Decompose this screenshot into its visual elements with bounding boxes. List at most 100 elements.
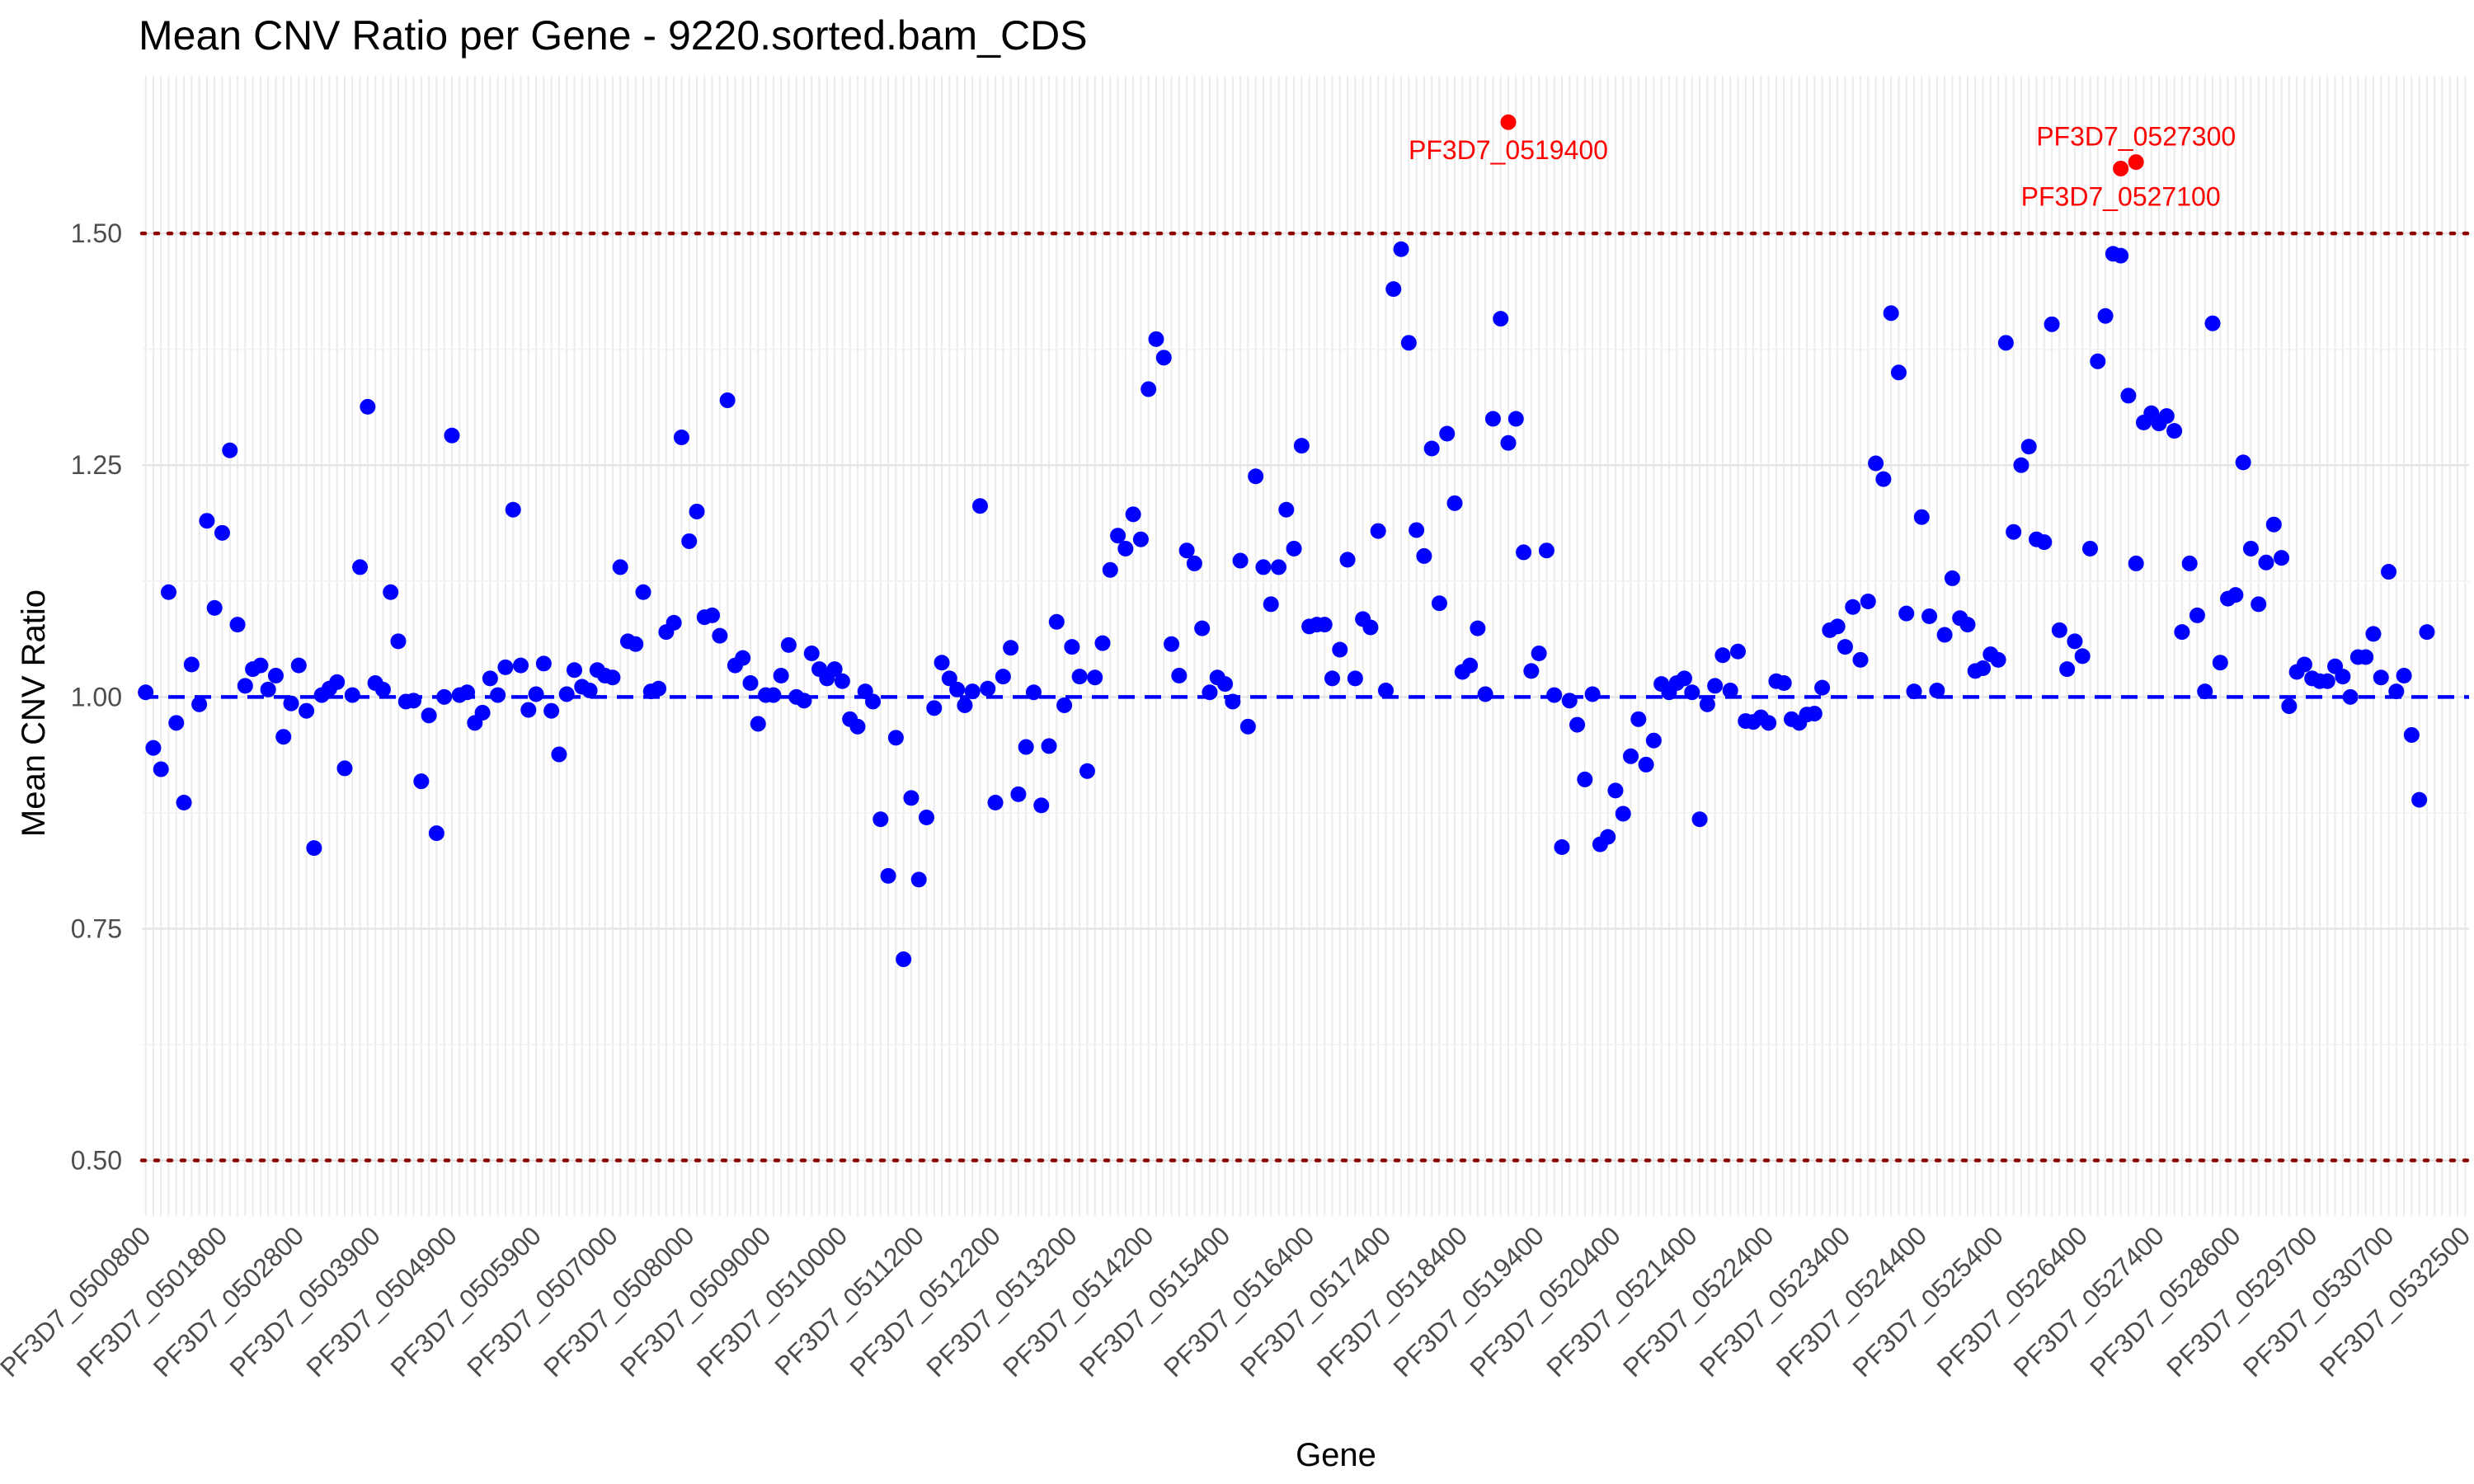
data-point [957, 697, 973, 713]
data-point [1500, 434, 1517, 451]
data-point [1278, 501, 1295, 518]
data-point [1507, 411, 1524, 427]
data-point [2419, 624, 2435, 641]
data-point [1048, 613, 1065, 630]
data-point [995, 669, 1011, 685]
data-point [803, 645, 820, 661]
data-point [444, 427, 460, 444]
data-point [2281, 698, 2298, 715]
data-point [1615, 805, 1631, 822]
data-point [2189, 607, 2205, 623]
data-point [581, 682, 598, 698]
data-point [275, 729, 292, 745]
data-point [2036, 534, 2053, 551]
data-point [1125, 506, 1141, 523]
data-point [1186, 555, 1202, 571]
data-point [2388, 683, 2405, 700]
data-point [2342, 688, 2359, 705]
data-point [138, 684, 154, 701]
data-point [826, 661, 843, 678]
data-point [1623, 748, 1639, 764]
data-point [1385, 281, 1402, 298]
data-point [1117, 540, 1134, 556]
data-point [1102, 561, 1118, 578]
data-point [903, 790, 920, 806]
data-point [880, 867, 896, 884]
data-point [543, 702, 560, 719]
data-point [2120, 387, 2137, 404]
data-point [2013, 457, 2030, 473]
data-point [1776, 674, 1792, 691]
data-point [1018, 739, 1034, 755]
data-point [306, 840, 322, 857]
data-point [628, 636, 644, 652]
data-point [1538, 542, 1554, 559]
data-point [1477, 686, 1493, 702]
data-point [1990, 651, 2006, 668]
data-point [1339, 552, 1356, 568]
data-point [2335, 669, 2351, 685]
data-point [2411, 791, 2428, 808]
data-point [1607, 782, 1624, 799]
data-point [834, 673, 850, 689]
data-point [742, 674, 759, 691]
data-point [1377, 682, 1394, 698]
data-point [2174, 624, 2190, 641]
data-point [390, 633, 407, 650]
data-point [1446, 495, 1463, 511]
data-point [421, 707, 437, 724]
data-point [773, 667, 789, 683]
data-point [336, 760, 353, 777]
data-point [2113, 247, 2129, 264]
data-point [2373, 669, 2389, 686]
data-point [1561, 693, 1578, 709]
data-point [1997, 335, 2014, 351]
chart-title: Mean CNV Ratio per Gene - 9220.sorted.ba… [139, 12, 1088, 59]
data-point [2067, 633, 2083, 650]
data-point [2204, 315, 2221, 331]
data-point [260, 681, 276, 697]
data-point [941, 670, 957, 687]
data-point [1141, 381, 1157, 397]
x-axis-title: Gene [1296, 1437, 1376, 1473]
data-point [1936, 627, 1953, 643]
data-point [1845, 599, 1861, 615]
data-point [887, 730, 904, 746]
data-point [1409, 522, 1425, 538]
data-point [551, 746, 567, 763]
data-point [1470, 620, 1486, 636]
data-point [1171, 667, 1188, 683]
data-point [520, 702, 537, 718]
data-point [252, 657, 269, 674]
data-point [2358, 649, 2374, 665]
data-point [1286, 540, 1302, 556]
data-point [1155, 350, 1172, 366]
data-point [849, 718, 866, 735]
data-point [980, 680, 996, 697]
data-point [1271, 559, 1287, 575]
data-point [290, 657, 307, 674]
data-point [183, 656, 200, 673]
data-point [1232, 552, 1249, 569]
data-point [1462, 657, 1479, 674]
data-point [237, 678, 253, 694]
data-point [1064, 639, 1080, 655]
data-point [1370, 523, 1386, 539]
data-point [1033, 797, 1050, 814]
data-point [673, 430, 689, 446]
data-point [1806, 706, 1823, 722]
data-point [2242, 540, 2259, 556]
y-tick-label: 1.50 [71, 218, 122, 248]
data-point [1239, 718, 1256, 735]
x-axis: PF3D7_0500800PF3D7_0501800PF3D7_0502800P… [0, 1220, 2474, 1383]
data-point [406, 693, 422, 709]
data-point [1677, 670, 1693, 687]
data-point [712, 627, 728, 644]
data-point [436, 688, 453, 705]
data-point [612, 559, 628, 575]
data-point [1906, 683, 1922, 700]
data-point [229, 617, 246, 633]
y-tick-label: 0.50 [71, 1146, 122, 1176]
data-point [2074, 648, 2091, 665]
data-point [2090, 353, 2106, 369]
